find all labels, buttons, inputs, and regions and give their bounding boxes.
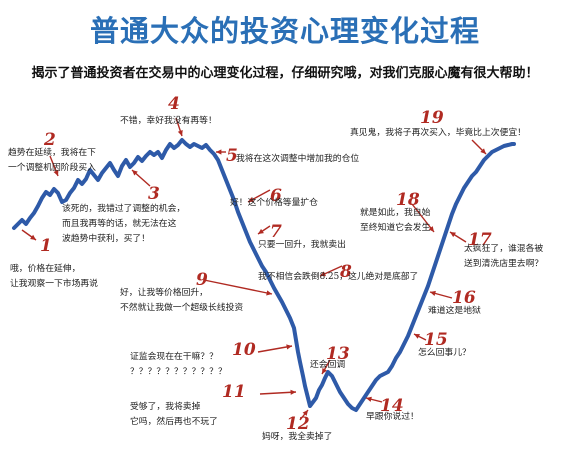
- stage-note-4: 不错，幸好我没有再等！: [120, 114, 217, 129]
- stage-number-3: 3: [148, 184, 160, 204]
- arrow-head-9: [266, 290, 272, 296]
- arrow-head-4: [177, 130, 183, 136]
- arrow-head-3: [132, 170, 138, 176]
- stage-number-18: 18: [396, 190, 420, 210]
- stage-note-13: 还会回调: [310, 358, 345, 373]
- page-title: 普通大众的投资心理变化过程: [89, 14, 480, 48]
- pointer-arrow-10: [257, 345, 293, 353]
- stage-note-line: 难道这是地狱: [428, 306, 481, 316]
- stage-note-11: 受够了，我将卖掉它吗，然后再也不玩了: [130, 400, 218, 430]
- stage-number-17: 17: [468, 230, 492, 250]
- stage-note-8: 我不相信会跌倒8.25，这儿绝对是底部了: [258, 270, 418, 285]
- stage-note-3: 该死的，我错过了调整的机会， 而且我再等的话，就无法在这 波趋势中获利，买了！: [62, 202, 185, 247]
- arrow-head-8: [320, 271, 326, 277]
- arrow-head-1: [30, 234, 36, 240]
- stage-note-line: 证监会现在在干嘛？？: [130, 352, 218, 362]
- stage-note-line: 送到清洗店里去啊？: [464, 259, 544, 269]
- stage-note-line: 好，让我等价格回升，: [120, 288, 208, 298]
- stage-note-line: 不然就让我做一个超级长线投资: [120, 303, 244, 313]
- stage-note-16: 难道这是地狱: [428, 304, 481, 319]
- stage-note-line: 波趋势中获利，买了！: [62, 234, 150, 244]
- pointer-arrow-11: [259, 391, 297, 395]
- stage-note-17: 太疯狂了，谁混各被 送到清洗店里去啊？: [464, 242, 543, 272]
- stage-note-19: 真见鬼，我将子再次买入，毕竟比上次便宜！: [350, 126, 526, 141]
- arrow-head-17: [450, 232, 456, 238]
- arrow-head-14: [366, 396, 372, 402]
- stage-note-line: 早跟你说过！: [366, 412, 419, 422]
- stage-note-line: 而且我再等的话，就无法在这: [62, 219, 177, 229]
- price-curve-line: [12, 138, 516, 412]
- stage-note-line: 怎么回事儿？: [418, 348, 471, 358]
- pointer-arrow-9: [203, 279, 273, 295]
- stage-number-7: 7: [270, 222, 282, 242]
- stage-note-line: 我不相信会跌倒8.25，这儿绝对是底部了: [258, 272, 419, 282]
- stage-number-15: 15: [424, 330, 448, 350]
- stage-number-16: 16: [452, 288, 476, 308]
- arrow-head-12: [302, 410, 308, 416]
- stage-number-13: 13: [326, 344, 350, 364]
- stage-note-line: 我将在这次调整中增加我的仓位: [236, 154, 360, 164]
- stage-note-18: 就是如此，我自始 至终知道它会发生: [360, 206, 430, 236]
- page-subtitle: 揭示了普通投资者在交易中的心理变化过程，仔细研究哦，对我们克服心魔有很大帮助！: [31, 66, 539, 81]
- stage-note-line: 趋势在延续，我将在下: [8, 148, 96, 158]
- arrow-head-6: [248, 197, 254, 202]
- stage-note-line: 太疯狂了，谁混各被: [464, 244, 544, 254]
- arrow-head-2: [53, 170, 59, 176]
- stage-note-line: 受够了，我将卖掉: [130, 402, 201, 412]
- stage-number-6: 6: [270, 186, 282, 206]
- stage-note-line: 好！这个价格等量扩仓: [230, 198, 318, 208]
- arrow-head-11: [290, 389, 296, 395]
- stage-number-4: 4: [168, 94, 180, 114]
- stage-note-6: 好！这个价格等量扩仓: [230, 196, 318, 211]
- stage-note-line: ？？？？？？？？？？？: [130, 367, 227, 377]
- stage-number-19: 19: [420, 108, 444, 128]
- arrow-head-18: [428, 226, 434, 232]
- stage-note-line: 还会回调: [310, 360, 346, 370]
- stage-note-12: 妈呀，我全卖掉了: [262, 430, 332, 445]
- arrows-group: [21, 117, 487, 421]
- stage-note-7: 只要一回升，我就卖出: [258, 238, 346, 253]
- stage-note-15: 怎么回事儿？: [418, 346, 471, 361]
- stage-note-line: 真见鬼，我将子再次买入，毕竟比上次便宜！: [350, 128, 526, 138]
- stage-number-11: 11: [222, 382, 246, 402]
- stage-note-line: 让我观察一下市场再说: [10, 279, 98, 289]
- stage-number-1: 1: [40, 236, 52, 256]
- stage-number-2: 2: [44, 130, 56, 150]
- stage-note-2: 趋势在延续，我将在下 一个调整机因阶段买入: [8, 146, 96, 176]
- stage-note-14: 早跟你说过！: [366, 410, 419, 425]
- stage-note-line: 至终知道它会发生: [360, 223, 431, 233]
- stage-note-line: 该死的，我错过了调整的机会，: [62, 204, 186, 214]
- stage-number-5: 5: [226, 146, 238, 166]
- stage-note-line: 妈呀，我全卖掉了: [262, 432, 333, 442]
- stage-number-9: 9: [196, 270, 208, 290]
- arrow-head-10: [286, 344, 292, 350]
- stage-number-14: 14: [380, 396, 404, 416]
- arrow-head-7: [258, 228, 264, 234]
- pointer-arrow-18: [411, 203, 435, 233]
- stage-number-10: 10: [232, 340, 256, 360]
- stage-note-line: 就是如此，我自始: [360, 208, 431, 218]
- stage-note-line: 哦，价格在延伸，: [10, 264, 81, 274]
- arrow-head-5: [216, 149, 222, 155]
- arrow-head-16: [430, 290, 436, 296]
- stage-note-line: 它吗，然后再也不玩了: [130, 417, 218, 427]
- stage-number-12: 12: [286, 414, 310, 434]
- stage-number-8: 8: [340, 262, 352, 282]
- stage-note-1: 哦，价格在延伸， 让我观察一下市场再说: [10, 262, 98, 292]
- stage-note-line: 只要一回升，我就卖出: [258, 240, 346, 250]
- arrow-head-13: [322, 368, 327, 374]
- arrow-head-15: [414, 334, 420, 339]
- stage-note-9: 好，让我等价格回升， 不然就让我做一个超级长线投资: [120, 286, 243, 316]
- stage-note-5: 我将在这次调整中增加我的仓位: [236, 152, 359, 167]
- stage-note-10: 证监会现在在干嘛？？ ？？？？？？？？？？？: [130, 350, 227, 380]
- stage-note-line: 不错，幸好我没有再等！: [120, 116, 217, 126]
- stage-note-line: 一个调整机因阶段买入: [8, 163, 96, 173]
- arrow-head-19: [480, 148, 486, 154]
